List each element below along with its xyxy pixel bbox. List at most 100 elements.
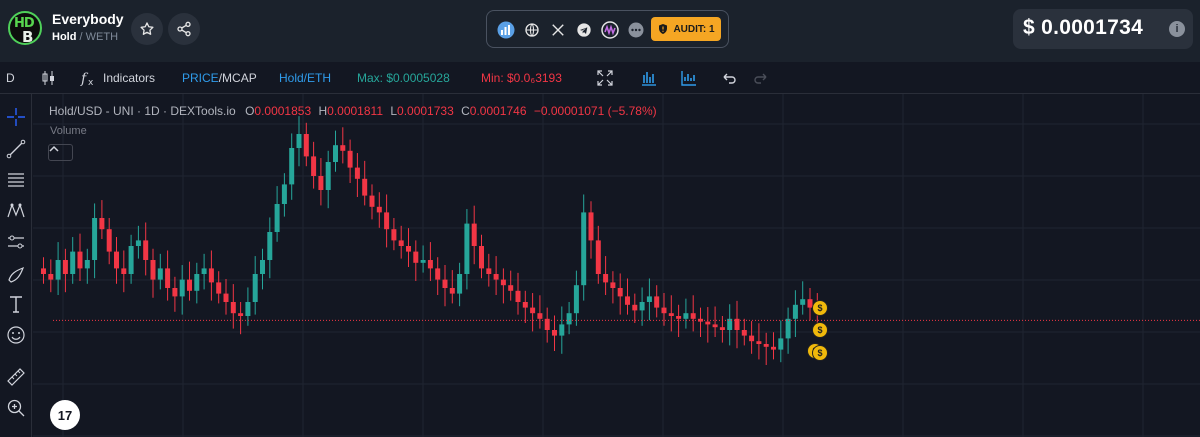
trade-marker-icon[interactable]: $	[812, 300, 828, 316]
svg-text:f: f	[80, 71, 89, 87]
candle-body	[690, 313, 696, 319]
indicators-button[interactable]: Indicators	[103, 71, 156, 85]
candle-body	[588, 212, 594, 241]
legend-open-key: O	[245, 104, 255, 118]
candle-body	[625, 296, 630, 305]
dextools-link[interactable]	[497, 21, 515, 39]
tradingview-logo[interactable]: 17	[50, 400, 80, 430]
brush-tool[interactable]	[5, 262, 27, 284]
pair-toggle[interactable]: Hold/ETH	[279, 71, 332, 85]
candle-body	[464, 223, 470, 274]
candle-body	[84, 260, 90, 269]
trendline-tool[interactable]	[5, 138, 27, 160]
candle-body	[70, 251, 76, 274]
more-links-button[interactable]	[627, 21, 645, 39]
redo-icon	[754, 73, 767, 84]
candle-body	[48, 274, 54, 280]
candle-body	[252, 274, 258, 302]
token-pair: Hold / WETH	[52, 31, 118, 43]
collapse-legend-button[interactable]	[48, 144, 73, 161]
pattern-icon	[7, 203, 25, 218]
candle-body	[165, 268, 171, 288]
forecast-tool[interactable]	[5, 231, 27, 253]
candle-body	[238, 313, 244, 316]
candle-body	[705, 321, 711, 325]
fullscreen-button[interactable]	[596, 69, 614, 87]
price-mcap-toggle[interactable]: PRICE/MCAP	[182, 71, 257, 85]
trade-marker-icon[interactable]: $	[812, 322, 828, 338]
candle-body	[756, 341, 762, 344]
measure-tool[interactable]	[5, 366, 27, 388]
legend-high-key: H	[318, 104, 328, 118]
crosshair-tool[interactable]	[5, 106, 27, 128]
compare-button[interactable]	[680, 69, 698, 87]
volume-toggle-button[interactable]	[640, 69, 658, 87]
candle-body	[552, 330, 557, 336]
candle-body	[340, 145, 346, 151]
info-icon[interactable]: i	[1169, 21, 1185, 37]
candle-body	[208, 268, 214, 283]
legend-low-value: 0.0001733	[397, 104, 454, 118]
text-icon	[10, 296, 22, 313]
undo-button[interactable]	[720, 69, 738, 87]
candle-body	[471, 223, 477, 246]
mcap-toggle-label: MCAP	[222, 71, 257, 85]
candle-body	[114, 251, 119, 269]
candle-body	[99, 218, 105, 230]
candle-body	[427, 260, 433, 269]
smiley-icon	[7, 326, 25, 344]
candle-body	[55, 260, 61, 280]
price-toggle-label: PRICE	[182, 71, 219, 85]
candle-body	[676, 316, 682, 319]
redo-button[interactable]	[752, 69, 770, 87]
price-chart[interactable]: Hold/USD - UNI · 1D · DEXTools.io O 0.000…	[33, 94, 1200, 437]
candle-body	[267, 232, 273, 260]
candle-body	[771, 346, 776, 350]
favorite-button[interactable]	[131, 13, 163, 45]
candle-body	[741, 330, 747, 336]
fib-tool[interactable]	[5, 169, 27, 191]
shield-icon	[659, 24, 668, 34]
telegram-link[interactable]	[575, 21, 593, 39]
legend-close-key: C	[461, 104, 470, 118]
pattern-tool[interactable]	[5, 200, 27, 222]
text-tool[interactable]	[5, 293, 27, 315]
share-button[interactable]	[168, 13, 200, 45]
candle-body	[668, 313, 674, 316]
analytics-link[interactable]	[601, 21, 619, 39]
waveform-icon	[601, 21, 619, 39]
twitter-link[interactable]	[549, 21, 567, 39]
candle-body	[187, 279, 192, 291]
chart-legend: Hold/USD - UNI · 1D · DEXTools.io O 0.000…	[49, 104, 657, 118]
line-chart-icon	[681, 71, 696, 86]
candle-body	[603, 274, 609, 283]
candle-body	[500, 279, 506, 286]
zoom-tool[interactable]	[5, 397, 27, 419]
chart-type-button[interactable]	[40, 69, 58, 87]
candle-body	[311, 156, 317, 176]
candle-body	[106, 229, 112, 252]
brush-icon	[8, 266, 25, 283]
candle-body	[289, 148, 295, 185]
candle-body	[135, 240, 141, 246]
star-icon	[140, 22, 154, 35]
pair-symbol: Hold	[52, 31, 77, 43]
candle-body	[194, 274, 200, 291]
candles-icon	[42, 71, 54, 85]
website-link[interactable]	[523, 21, 541, 39]
interval-selector[interactable]: D	[6, 71, 15, 85]
candle-body	[274, 204, 280, 232]
emoji-tool[interactable]	[5, 324, 27, 346]
candle-body	[595, 240, 601, 274]
audit-badge[interactable]: AUDIT: 1	[651, 17, 721, 41]
fib-lines-icon	[8, 173, 24, 187]
legend-change: −0.00001071 (−5.78%)	[533, 104, 657, 118]
legend-symbol: Hold/USD - UNI · 1D · DEXTools.io	[49, 104, 236, 118]
candle-body	[398, 240, 404, 246]
candle-body	[749, 335, 755, 342]
candle-body	[435, 268, 441, 280]
trade-marker-icon[interactable]: $	[812, 345, 828, 361]
